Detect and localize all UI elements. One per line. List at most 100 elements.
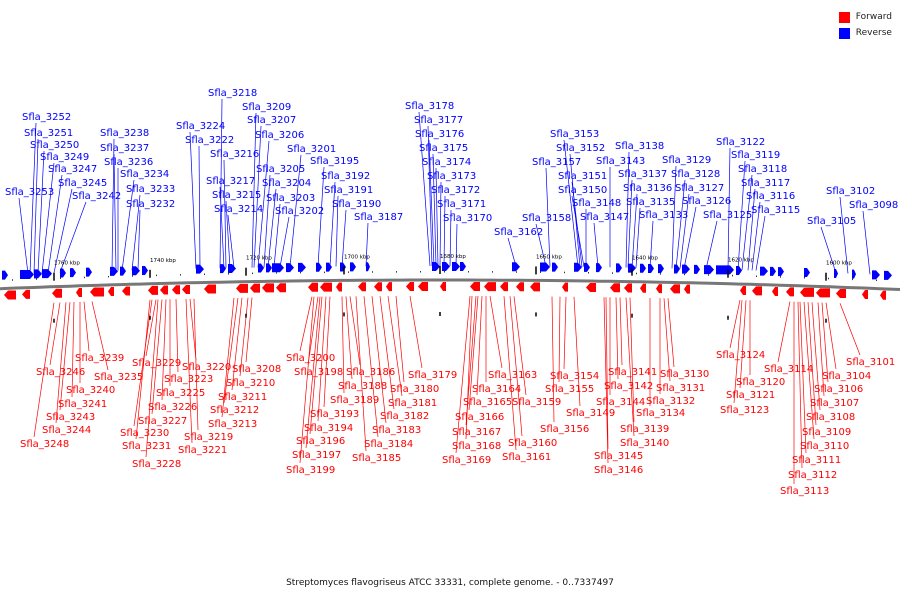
scale-tick-label: 1620 kbp	[728, 258, 754, 264]
reverse-gene-arrow	[286, 263, 294, 273]
forward-leader-line	[151, 299, 163, 415]
forward-gene-label: Sfla_3189	[330, 395, 379, 406]
reverse-gene-label: Sfla_3125	[703, 210, 752, 221]
reverse-leader-line	[427, 125, 433, 267]
scale-tick-label: 1760 kbp	[54, 261, 80, 267]
reverse-gene-label: Sfla_3190	[332, 199, 381, 210]
minor-tick	[180, 274, 181, 276]
forward-gene-label: Sfla_3168	[452, 441, 501, 452]
reverse-leader-line	[263, 174, 271, 268]
reverse-gene-label: Sfla_3203	[266, 193, 315, 204]
reverse-leader-line	[253, 125, 262, 268]
forward-gene-arrow	[4, 290, 16, 300]
forward-gene-label: Sfla_3226	[148, 402, 197, 413]
reverse-gene-label: Sfla_3209	[242, 102, 291, 113]
backbone-line	[0, 278, 900, 291]
forward-leader-line	[476, 296, 483, 396]
forward-leader-line	[803, 301, 815, 440]
reverse-gene-label: Sfla_3138	[615, 141, 664, 152]
reverse-gene-label: Sfla_3173	[427, 171, 476, 182]
forward-gene-label: Sfla_3107	[810, 398, 859, 409]
reverse-gene-arrow	[584, 262, 590, 272]
forward-leader-line	[309, 296, 323, 435]
forward-gene-label: Sfla_3231	[122, 441, 171, 452]
forward-gene-label: Sfla_3241	[58, 399, 107, 410]
forward-gene-label: Sfla_3230	[120, 428, 169, 439]
reverse-leader-line	[53, 188, 73, 273]
forward-leader-line	[299, 296, 315, 464]
reverse-gene-label: Sfla_3202	[275, 206, 324, 217]
forward-gene-arrow	[308, 282, 318, 292]
forward-gene-arrow	[670, 284, 680, 294]
forward-leader-line	[465, 296, 477, 426]
reverse-leader-line	[737, 160, 746, 271]
minor-tick	[732, 274, 733, 277]
forward-gene-label: Sfla_3167	[452, 427, 501, 438]
reverse-gene-label: Sfla_3117	[741, 178, 790, 189]
reverse-leader-line	[631, 193, 638, 268]
reverse-gene-arrow	[258, 263, 264, 273]
reverse-leader-line	[365, 222, 369, 267]
scale-tick-label: 1660 kbp	[536, 254, 562, 260]
forward-gene-label: Sfla_3196	[296, 436, 345, 447]
reverse-gene-label: Sfla_3177	[414, 115, 463, 126]
forward-gene-label: Sfla_3146	[594, 465, 643, 476]
forward-gene-label: Sfla_3185	[352, 453, 401, 464]
reverse-gene-label: Sfla_3127	[675, 183, 724, 194]
forward-gene-label: Sfla_3228	[132, 459, 181, 470]
minor-tick	[876, 279, 877, 282]
forward-leader-line	[91, 301, 109, 371]
forward-gene-arrow	[358, 282, 366, 292]
reverse-gene-arrow	[228, 264, 236, 274]
reverse-gene-arrow	[640, 263, 646, 273]
reverse-gene-label: Sfla_3245	[58, 178, 107, 189]
reverse-gene-label: Sfla_3171	[437, 199, 486, 210]
minor-tick	[36, 278, 37, 280]
reverse-leader-line	[747, 188, 756, 271]
forward-gene-label: Sfla_3104	[822, 371, 871, 382]
reverse-gene-arrow	[20, 269, 34, 279]
forward-gene-label: Sfla_3110	[800, 441, 849, 452]
forward-leader-line	[355, 296, 367, 452]
reverse-gene-label: Sfla_3151	[558, 171, 607, 182]
forward-gene-label: Sfla_3223	[164, 374, 213, 385]
reverse-gene-label: Sfla_3192	[321, 171, 370, 182]
reverse-gene-arrow	[834, 268, 838, 278]
forward-gene-label: Sfla_3169	[442, 455, 491, 466]
reverse-leader-line	[627, 179, 633, 268]
forward-leader-line	[573, 296, 581, 407]
forward-leader-line	[629, 297, 635, 423]
reverse-gene-arrow	[442, 262, 450, 272]
minor-tick	[84, 276, 85, 279]
reverse-leader-line	[862, 210, 871, 275]
reverse-leader-line	[225, 200, 231, 269]
forward-leader-line	[625, 297, 635, 437]
reverse-gene-arrow	[86, 267, 92, 277]
forward-leader-line	[189, 298, 197, 361]
reverse-gene-arrow	[266, 263, 272, 273]
forward-leader-line	[145, 299, 157, 357]
reverse-leader-line	[111, 138, 115, 271]
forward-gene-arrow	[90, 287, 104, 297]
forward-gene-arrow	[740, 286, 746, 296]
forward-gene-label: Sfla_3112	[788, 470, 837, 481]
forward-gene-label: Sfla_3220	[182, 362, 231, 373]
reverse-leader-line	[59, 201, 87, 273]
gene-arrows	[2, 262, 892, 300]
reverse-gene-arrow	[574, 262, 582, 272]
minor-tick	[684, 273, 685, 276]
forward-leader-line	[363, 296, 379, 438]
forward-gene-label: Sfla_3212	[210, 405, 259, 416]
reverse-gene-arrow	[778, 267, 784, 277]
forward-gene-arrow	[172, 285, 180, 295]
forward-gene-label: Sfla_3145	[594, 451, 643, 462]
reverse-gene-label: Sfla_3175	[419, 143, 468, 154]
reverse-leader-line	[593, 222, 599, 268]
forward-gene-arrow	[52, 288, 62, 298]
forward-leader-line	[133, 299, 153, 427]
reverse-gene-label: Sfla_3204	[262, 178, 311, 189]
reverse-gene-arrow	[110, 266, 118, 276]
forward-leader-line	[797, 301, 803, 469]
minor-tick	[516, 271, 517, 273]
reverse-leader-line	[428, 139, 435, 267]
